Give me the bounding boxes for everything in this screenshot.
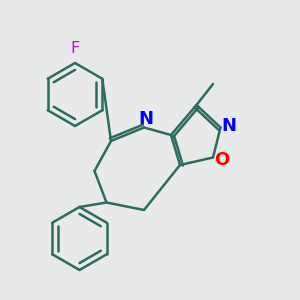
Text: F: F — [70, 41, 80, 56]
Text: N: N — [138, 110, 153, 128]
Text: O: O — [214, 151, 230, 169]
Text: N: N — [221, 117, 236, 135]
